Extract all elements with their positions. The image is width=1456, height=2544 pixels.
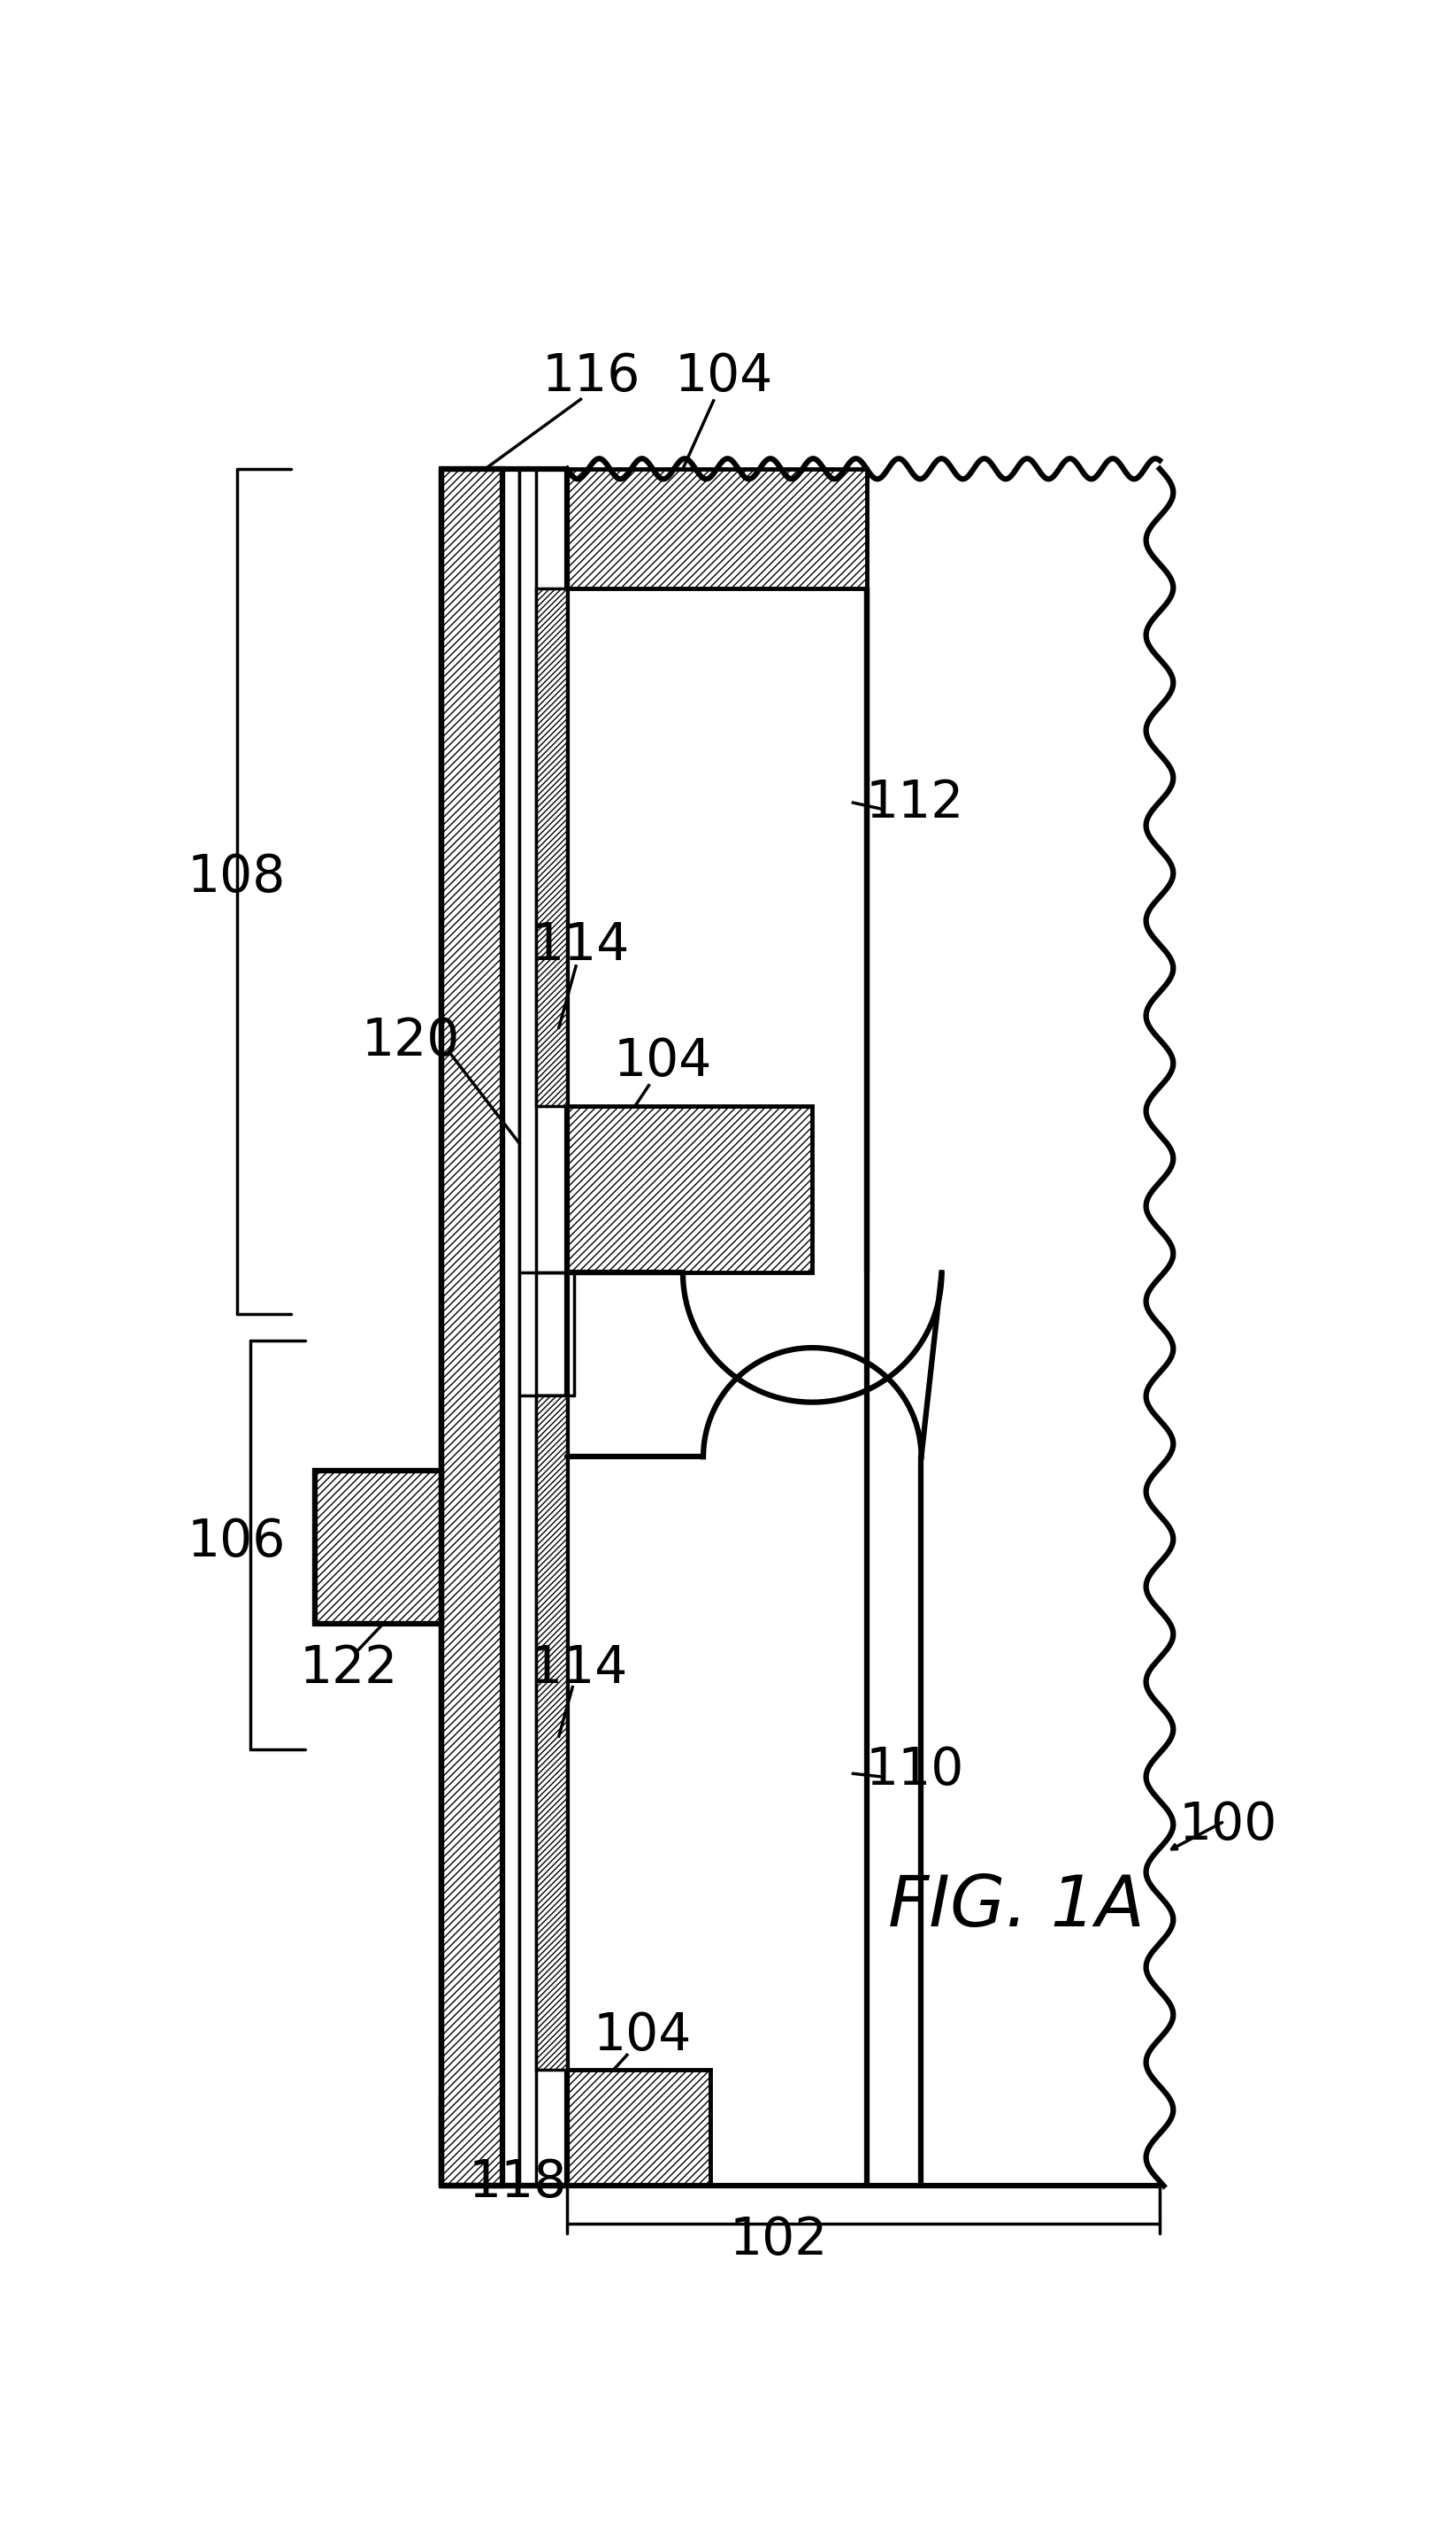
Text: 114: 114 <box>530 1643 628 1694</box>
Text: 102: 102 <box>729 2216 827 2267</box>
Polygon shape <box>566 468 1159 2185</box>
Bar <box>566 1107 812 1272</box>
Text: 112: 112 <box>865 778 964 827</box>
Text: 100: 100 <box>1178 1799 1277 1849</box>
Bar <box>314 1470 441 1623</box>
Bar <box>566 468 866 588</box>
Text: 108: 108 <box>188 852 285 903</box>
Text: 104: 104 <box>674 351 773 402</box>
Bar <box>566 2071 711 2185</box>
Text: 122: 122 <box>300 1643 399 1694</box>
Text: 106: 106 <box>188 1516 285 1567</box>
Bar <box>502 468 520 2185</box>
Text: 104: 104 <box>593 2010 692 2061</box>
Text: 104: 104 <box>613 1035 712 1086</box>
Text: 116: 116 <box>542 351 641 402</box>
Text: 120: 120 <box>361 1015 460 1066</box>
Bar <box>536 588 566 1107</box>
Text: 110: 110 <box>865 1745 964 1796</box>
Bar <box>520 468 536 2185</box>
Text: FIG. 1A: FIG. 1A <box>888 1872 1144 1941</box>
Text: 114: 114 <box>531 921 630 972</box>
Bar <box>441 468 502 2185</box>
Bar <box>536 1397 566 2071</box>
Text: 118: 118 <box>469 2157 568 2208</box>
